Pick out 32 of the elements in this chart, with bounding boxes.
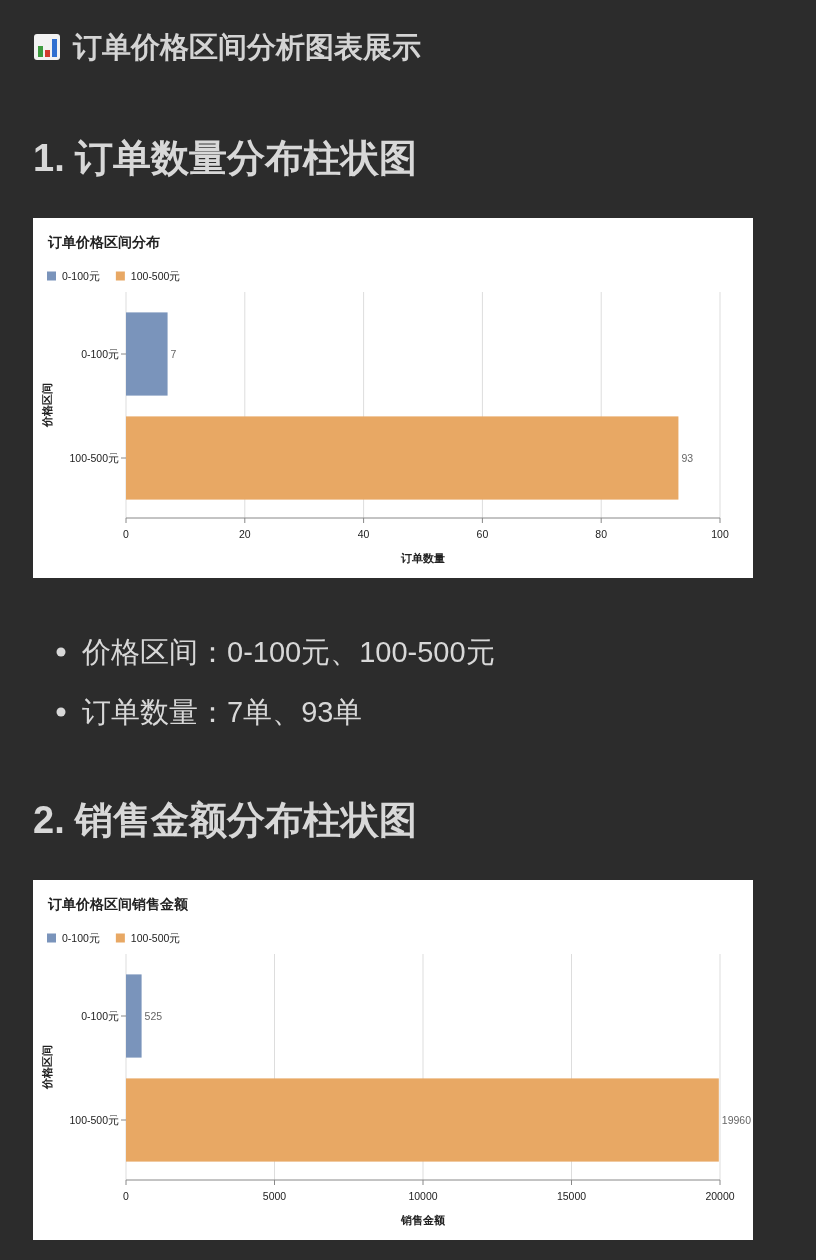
chart-subtitle: 1. 订单数量分布柱状图 — [33, 137, 418, 179]
x-axis-title: 销售金额 — [400, 1214, 446, 1226]
legend-label: 100-500元 — [130, 932, 181, 944]
x-tick-label: 40 — [357, 528, 370, 540]
x-tick-label: 15000 — [556, 1190, 587, 1202]
text: 价格区间：0-100元、100-500元 — [81, 636, 495, 668]
y-tick-label: 0-100元 — [81, 348, 119, 360]
y-tick-label: 0-100元 — [81, 1010, 119, 1022]
data-label: 525 — [144, 1010, 163, 1022]
data-label: 19960 — [721, 1114, 752, 1126]
y-tick-label: 100-500元 — [69, 452, 119, 464]
text: 订单价格区间分析图表展示 — [72, 31, 421, 63]
y-axis-title: 价格区间 — [41, 383, 53, 428]
x-tick-label: 0 — [123, 528, 130, 540]
x-tick-label: 5000 — [262, 1190, 287, 1202]
y-axis-title: 价格区间 — [41, 1045, 53, 1090]
chart-subtitle: 2. 销售金额分布柱状图 — [33, 799, 418, 841]
data-label: 7 — [170, 348, 177, 360]
chart-title: 订单价格区间销售金额 — [47, 896, 189, 912]
data-label: 93 — [681, 452, 694, 464]
chart-title: 订单价格区间分布 — [47, 234, 160, 250]
x-tick-label: 20 — [238, 528, 251, 540]
y-tick-label: 100-500元 — [69, 1114, 119, 1126]
legend-label: 100-500元 — [130, 270, 181, 282]
text: 订单数量：7单、93单 — [82, 696, 363, 728]
x-tick-label: 60 — [476, 528, 489, 540]
x-tick-label: 0 — [123, 1190, 130, 1202]
x-tick-label: 10000 — [408, 1190, 438, 1202]
x-tick-label: 80 — [595, 528, 608, 540]
x-tick-label: 100 — [711, 528, 729, 540]
x-tick-label: 20000 — [705, 1190, 735, 1202]
x-axis-title: 订单数量 — [400, 552, 445, 564]
